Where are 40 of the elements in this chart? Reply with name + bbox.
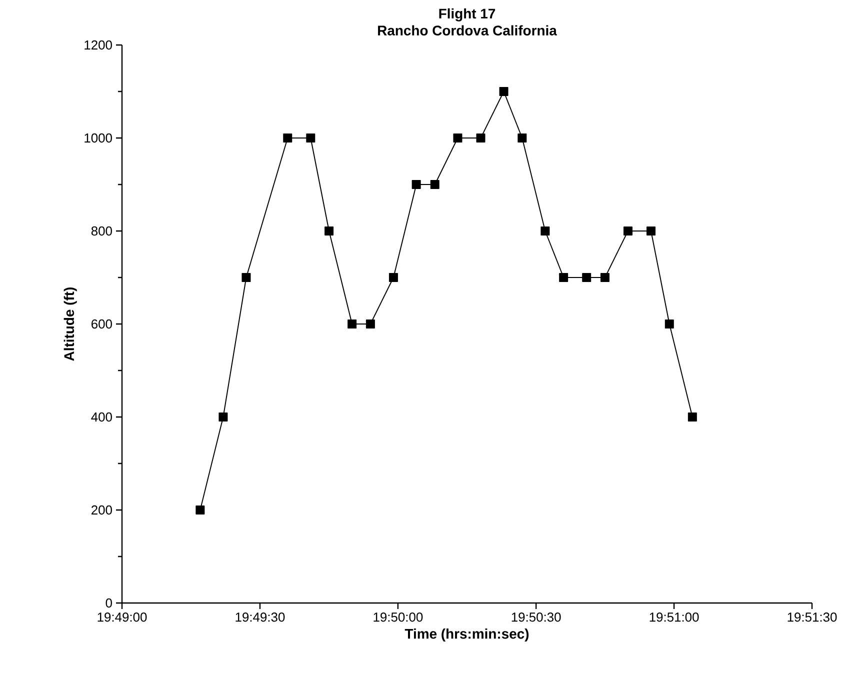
point [623, 226, 632, 236]
point [540, 226, 550, 236]
point [518, 133, 527, 142]
point [476, 133, 486, 142]
x-tick-label: 19:49:00 [98, 612, 147, 622]
x-tick-label: 19:51:00 [650, 612, 699, 622]
x-tick-label: 19:49:30 [236, 612, 285, 622]
point [559, 272, 568, 282]
point [688, 412, 697, 422]
y-tick-label: 200 [92, 505, 112, 515]
chart-subtitle: Rancho Cordova California [378, 25, 557, 36]
y-tick-label: 400 [91, 412, 112, 422]
point [453, 133, 462, 142]
point [664, 319, 674, 328]
y-tick-label: 1200 [84, 40, 112, 50]
point [388, 272, 398, 282]
x-tick-label: 19:50:30 [512, 612, 561, 622]
point [582, 272, 592, 282]
point [430, 180, 440, 189]
point [412, 180, 421, 189]
y-tick-label: 800 [91, 226, 112, 236]
y-tick-label: 0 [106, 598, 112, 608]
y-tick-label: 1000 [84, 133, 112, 143]
point [242, 272, 251, 282]
y-tick-label: 600 [92, 319, 112, 329]
point [348, 319, 357, 328]
x-axis-title: Time (hrs:min:sec) [404, 628, 529, 642]
chart-title: Flight 17 [439, 8, 496, 22]
x-tick-label: 19:51:30 [788, 612, 837, 622]
point [218, 412, 228, 422]
x-tick-label: 19:50:00 [374, 612, 423, 622]
y-axis-title: Altitude (ft) [64, 288, 77, 361]
point [600, 272, 610, 282]
point [283, 133, 292, 142]
point [646, 226, 656, 236]
point [324, 226, 334, 236]
point [196, 506, 205, 514]
point [499, 86, 508, 96]
point [306, 133, 316, 142]
point [366, 319, 375, 328]
